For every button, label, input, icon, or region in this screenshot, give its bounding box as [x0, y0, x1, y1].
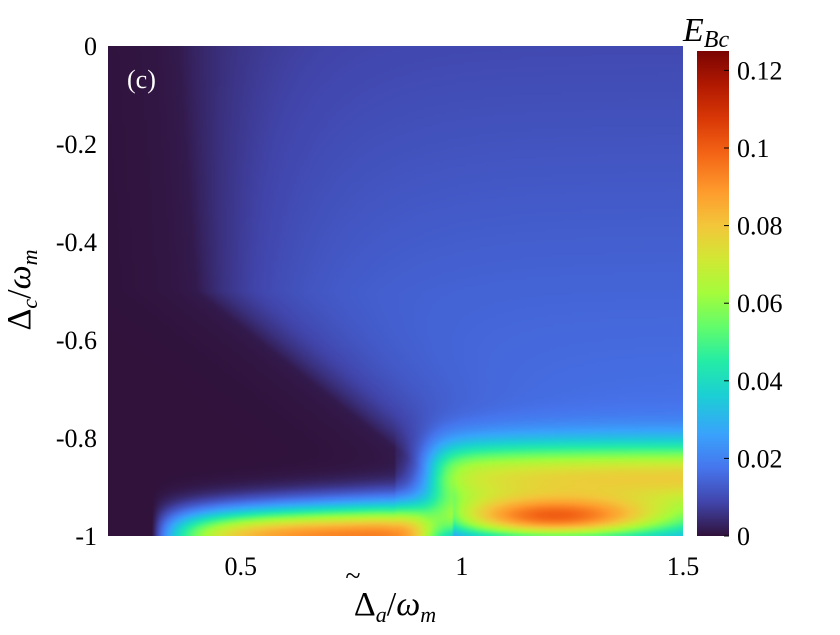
colorbar-tick-label: 0.04	[737, 367, 783, 396]
colorbar: 0 0.02 0.04 0.06 0.08 0.1 0.12	[697, 51, 783, 551]
colorbar-tick-label: 0.02	[737, 444, 783, 473]
y-axis-ticks: 0 -0.2 -0.4 -0.6 -0.8 -1	[56, 32, 97, 551]
colorbar-tick-label: 0.08	[737, 212, 783, 241]
colorbar-tick-label: 0	[737, 522, 750, 551]
x-axis-label-tilde: ~	[345, 561, 360, 592]
colorbar-tick-label: 0.06	[737, 289, 783, 318]
y-axis-label-slash: /	[1, 289, 38, 299]
x-axis-label-denominator: ω	[396, 586, 420, 623]
colorbar-gradient	[697, 51, 729, 536]
colorbar-label-main: E	[682, 12, 704, 49]
x-axis-label-sub: a	[376, 602, 387, 627]
x-tick-label: 0.5	[224, 552, 257, 581]
y-tick-label: -0.6	[56, 326, 97, 355]
x-tick-label: 1	[455, 552, 468, 581]
panel-label: (c)	[127, 65, 156, 94]
y-tick-label: -0.8	[56, 424, 97, 453]
y-tick-label: -0.4	[56, 228, 97, 257]
x-axis-label-denominator-sub: m	[420, 602, 436, 627]
colorbar-tick-label: 0.12	[737, 56, 783, 85]
y-axis-label-denominator-sub: m	[17, 250, 42, 266]
x-tick-label: 1.5	[667, 552, 700, 581]
colorbar-tick-label: 0.1	[737, 134, 770, 163]
y-tick-label: -0.2	[56, 130, 97, 159]
heatmap-plot-area	[108, 46, 683, 536]
x-axis-label-slash: /	[387, 586, 397, 623]
x-axis-ticks: 0.5 1 1.5	[224, 552, 699, 581]
y-axis-label-main: Δ	[1, 309, 38, 331]
colorbar-ticks: 0 0.02 0.04 0.06 0.08 0.1 0.12	[724, 56, 783, 551]
colorbar-label-sub: Bc	[704, 27, 730, 53]
y-axis-label-sub: c	[17, 299, 42, 309]
heatmap-image	[108, 46, 683, 536]
y-tick-label: 0	[84, 32, 97, 61]
y-axis-label-denominator: ω	[1, 265, 38, 289]
colorbar-label: EBc	[682, 12, 729, 53]
x-axis-label-main: Δ	[354, 586, 376, 623]
x-axis-label: Δa/ωm	[354, 586, 436, 627]
y-axis-label: Δc/ωm	[1, 250, 42, 331]
y-tick-label: -1	[75, 522, 97, 551]
